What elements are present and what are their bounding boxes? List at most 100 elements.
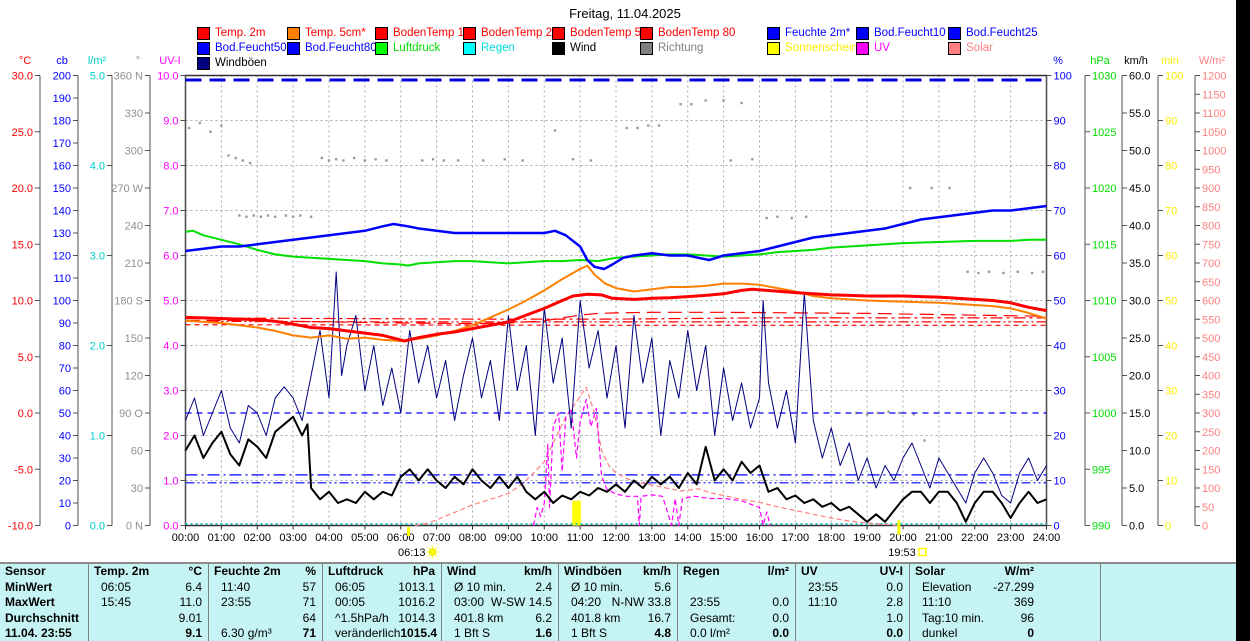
- x-hour-label: 01:00: [208, 532, 236, 544]
- legend-item-temp-5cm-: Temp. 5cm*: [287, 27, 366, 40]
- tick-label: 20: [1054, 431, 1066, 443]
- row-label: 11.04. 23:55: [0, 626, 88, 641]
- richtung-dot: [431, 158, 435, 161]
- cell-value: 64: [302, 610, 316, 625]
- x-hour-label: 19:00: [853, 532, 881, 544]
- tick-label: 90 O: [119, 408, 143, 420]
- table-row: veränderlich 1015.4: [323, 626, 441, 641]
- tick-label: 40: [1054, 341, 1066, 353]
- tick-label: 1000: [1092, 408, 1116, 420]
- tick-label: 60: [1054, 251, 1066, 263]
- tick-label: 10.0: [157, 71, 178, 83]
- series-uv: [532, 398, 771, 527]
- cell-value: 16.7: [647, 610, 671, 625]
- table-group-uv: UV UV-I 23:55 0.0 11:10 2.8 1.0 0.0: [795, 564, 909, 641]
- tick-label: 170: [53, 138, 71, 150]
- table-row: ^1.5hPa/h 1014.3: [323, 611, 441, 627]
- x-hour-label: 03:00: [279, 532, 307, 544]
- tick-label: 10: [59, 498, 71, 510]
- group-name: Temp. 2m: [94, 564, 150, 578]
- legend-swatch: [287, 42, 300, 55]
- tick-label: 300: [1202, 408, 1220, 420]
- table-end: [1100, 564, 1250, 641]
- tick-label: 50: [1202, 502, 1214, 514]
- tick-label: 140: [53, 206, 71, 218]
- richtung-dot: [248, 161, 252, 165]
- axis-unit-W/m²: W/m²: [1199, 55, 1226, 67]
- table-row: 11:10 369: [910, 595, 1040, 611]
- legend-label: Luftdruck: [393, 42, 441, 54]
- tick-label: 30: [1054, 386, 1066, 398]
- richtung-dot: [704, 99, 707, 102]
- richtung-dot: [187, 126, 191, 130]
- tick-label: 7.0: [163, 206, 178, 218]
- tick-label: 6.0: [163, 251, 178, 263]
- x-hour-label: 12:00: [602, 532, 630, 544]
- richtung-dot: [987, 270, 991, 273]
- tick-label: 20.0: [12, 183, 33, 195]
- axis-unit-UV-I: UV-I: [159, 55, 180, 67]
- richtung-dot: [266, 214, 270, 217]
- x-hour-label: 20:00: [889, 532, 917, 544]
- group-name: Windböen: [564, 564, 622, 578]
- table-row: 401.8 km 6.2: [442, 611, 558, 627]
- tick-label: 0: [1165, 521, 1171, 533]
- tick-label: 10.0: [12, 296, 33, 308]
- cell-label: veränderlich: [335, 626, 401, 641]
- cell-label: 04:20: [571, 595, 602, 610]
- table-row: 11:40 57: [209, 580, 322, 596]
- sunrise-icon-ray: [435, 547, 438, 550]
- table-row: Gesamt: 0.0: [678, 611, 795, 627]
- x-hour-label: 08:00: [459, 532, 487, 544]
- richtung-dot: [657, 124, 661, 127]
- x-hour-label: 10:00: [530, 532, 558, 544]
- legend-swatch: [640, 27, 653, 40]
- richtung-dot: [898, 411, 901, 415]
- series-wind: [184, 415, 1047, 523]
- richtung-dot: [908, 186, 912, 190]
- tick-label: 150: [125, 333, 143, 345]
- legend-label: Bod.Feucht80: [305, 42, 377, 54]
- legend-item-temp-2m: Temp. 2m: [197, 27, 266, 40]
- table-row: 9.1: [89, 626, 208, 641]
- legend-label: BodenTemp 25: [481, 27, 559, 39]
- group-header: Temp. 2m °C: [89, 564, 208, 580]
- cell-value: 71: [302, 595, 316, 610]
- cell-value: 9.01: [178, 610, 202, 625]
- legend-swatch: [948, 42, 961, 55]
- tick-label: 40: [59, 431, 71, 443]
- tick-label: 100: [1165, 71, 1183, 83]
- cell-label: 11:40: [221, 579, 251, 594]
- tick-label: 1050: [1202, 127, 1226, 139]
- group-unit: hPa: [412, 564, 435, 578]
- legend-swatch: [552, 27, 565, 40]
- legend-label: Feuchte 2m*: [785, 27, 851, 39]
- richtung-dot: [571, 158, 575, 161]
- legend-label: Wind: [570, 42, 597, 54]
- richtung-dot: [722, 99, 725, 102]
- series-bodentemp-25: [185, 317, 1047, 320]
- tick-label: 1015: [1092, 239, 1116, 251]
- group-name: UV: [801, 564, 818, 578]
- legend-swatch: [552, 42, 565, 55]
- group-name: Wind: [447, 564, 477, 578]
- cell-value: 9.1: [185, 626, 202, 641]
- table-group-solar: Solar W/m² Elevation -27.299 11:10 369 Tag:10 …: [909, 564, 1040, 641]
- group-name: Solar: [915, 564, 946, 578]
- group-unit: %: [305, 564, 316, 578]
- cell-value: 1013.1: [398, 579, 435, 594]
- cell-label: 1 Bft S: [454, 626, 491, 641]
- tick-label: 400: [1202, 371, 1220, 383]
- tick-label: 90: [59, 318, 71, 330]
- richtung-dot: [930, 186, 933, 190]
- cell-value: 0.0: [886, 579, 903, 594]
- table-row: Ø 10 min. 2.4: [442, 580, 558, 596]
- sunrise-tick: [407, 527, 411, 536]
- table-row: 03:00 W-SW 14.5: [442, 595, 558, 611]
- tick-label: 1200: [1202, 71, 1226, 83]
- cell-label: 6.30 g/m³: [221, 626, 272, 641]
- cell-label: 03:00: [454, 595, 485, 610]
- richtung-dot: [245, 215, 248, 218]
- cell-label: Elevation: [922, 579, 972, 594]
- table-filler: [1040, 564, 1100, 641]
